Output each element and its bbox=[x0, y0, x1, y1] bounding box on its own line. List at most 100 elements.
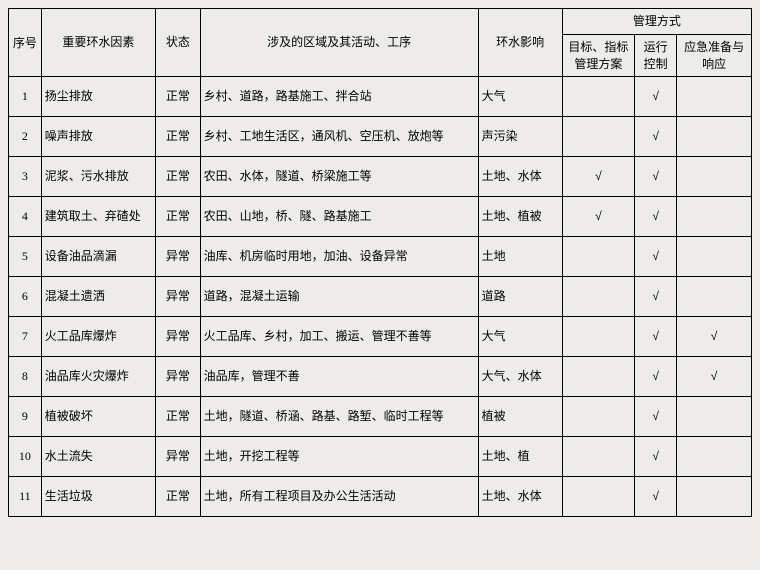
cell-impact: 土地、水体 bbox=[478, 477, 562, 517]
cell-area: 油库、机房临时用地，加油、设备异常 bbox=[200, 237, 478, 277]
header-mgmt3: 应急准备与响应 bbox=[677, 34, 752, 77]
table-row: 4建筑取土、弃碴处正常农田、山地，桥、隧、路基施工土地、植被√√ bbox=[9, 197, 752, 237]
cell-impact: 道路 bbox=[478, 277, 562, 317]
cell-area: 土地，所有工程项目及办公生活活动 bbox=[200, 477, 478, 517]
cell-seq: 2 bbox=[9, 117, 42, 157]
cell-factor: 设备油品滴漏 bbox=[41, 237, 155, 277]
table-row: 11生活垃圾正常土地，所有工程项目及办公生活活动土地、水体√ bbox=[9, 477, 752, 517]
cell-area: 乡村、工地生活区，通风机、空压机、放炮等 bbox=[200, 117, 478, 157]
cell-mgmt1 bbox=[562, 317, 634, 357]
cell-mgmt1 bbox=[562, 477, 634, 517]
cell-factor: 混凝土遗洒 bbox=[41, 277, 155, 317]
cell-mgmt1 bbox=[562, 117, 634, 157]
cell-seq: 7 bbox=[9, 317, 42, 357]
cell-mgmt3 bbox=[677, 197, 752, 237]
cell-mgmt3 bbox=[677, 277, 752, 317]
cell-seq: 4 bbox=[9, 197, 42, 237]
cell-seq: 3 bbox=[9, 157, 42, 197]
cell-factor: 泥浆、污水排放 bbox=[41, 157, 155, 197]
cell-mgmt2: √ bbox=[635, 437, 677, 477]
table-row: 6混凝土遗洒异常道路，混凝土运输道路√ bbox=[9, 277, 752, 317]
header-area: 涉及的区域及其活动、工序 bbox=[200, 9, 478, 77]
cell-state: 正常 bbox=[156, 77, 200, 117]
cell-seq: 1 bbox=[9, 77, 42, 117]
cell-seq: 11 bbox=[9, 477, 42, 517]
cell-mgmt3 bbox=[677, 77, 752, 117]
cell-factor: 植被破坏 bbox=[41, 397, 155, 437]
cell-area: 道路，混凝土运输 bbox=[200, 277, 478, 317]
cell-mgmt3: √ bbox=[677, 317, 752, 357]
table-body: 1扬尘排放正常乡村、道路，路基施工、拌合站大气√2噪声排放正常乡村、工地生活区，… bbox=[9, 77, 752, 517]
cell-mgmt2: √ bbox=[635, 477, 677, 517]
header-state: 状态 bbox=[156, 9, 200, 77]
cell-mgmt3 bbox=[677, 157, 752, 197]
header-mgmt2: 运行控制 bbox=[635, 34, 677, 77]
cell-state: 正常 bbox=[156, 117, 200, 157]
cell-mgmt3 bbox=[677, 237, 752, 277]
cell-impact: 大气 bbox=[478, 317, 562, 357]
cell-mgmt1 bbox=[562, 437, 634, 477]
header-mgmt1: 目标、指标管理方案 bbox=[562, 34, 634, 77]
env-factors-table: 序号 重要环水因素 状态 涉及的区域及其活动、工序 环水影响 管理方式 目标、指… bbox=[8, 8, 752, 517]
cell-mgmt3: √ bbox=[677, 357, 752, 397]
cell-area: 土地，开挖工程等 bbox=[200, 437, 478, 477]
cell-mgmt1: √ bbox=[562, 157, 634, 197]
cell-state: 正常 bbox=[156, 197, 200, 237]
cell-area: 土地，隧道、桥涵、路基、路堑、临时工程等 bbox=[200, 397, 478, 437]
cell-mgmt2: √ bbox=[635, 397, 677, 437]
cell-area: 乡村、道路，路基施工、拌合站 bbox=[200, 77, 478, 117]
cell-impact: 土地、植被 bbox=[478, 197, 562, 237]
cell-area: 火工品库、乡村，加工、搬运、管理不善等 bbox=[200, 317, 478, 357]
cell-impact: 大气 bbox=[478, 77, 562, 117]
cell-state: 异常 bbox=[156, 237, 200, 277]
cell-impact: 土地 bbox=[478, 237, 562, 277]
table-row: 5设备油品滴漏异常油库、机房临时用地，加油、设备异常土地 √ bbox=[9, 237, 752, 277]
cell-seq: 10 bbox=[9, 437, 42, 477]
cell-factor: 扬尘排放 bbox=[41, 77, 155, 117]
cell-seq: 5 bbox=[9, 237, 42, 277]
cell-mgmt1 bbox=[562, 77, 634, 117]
cell-state: 异常 bbox=[156, 317, 200, 357]
cell-factor: 建筑取土、弃碴处 bbox=[41, 197, 155, 237]
table-row: 2噪声排放正常乡村、工地生活区，通风机、空压机、放炮等声污染√ bbox=[9, 117, 752, 157]
cell-factor: 火工品库爆炸 bbox=[41, 317, 155, 357]
cell-mgmt1 bbox=[562, 237, 634, 277]
cell-state: 正常 bbox=[156, 397, 200, 437]
cell-mgmt2: √ bbox=[635, 77, 677, 117]
cell-mgmt1 bbox=[562, 397, 634, 437]
table-header: 序号 重要环水因素 状态 涉及的区域及其活动、工序 环水影响 管理方式 目标、指… bbox=[9, 9, 752, 77]
header-impact: 环水影响 bbox=[478, 9, 562, 77]
cell-factor: 噪声排放 bbox=[41, 117, 155, 157]
cell-state: 正常 bbox=[156, 477, 200, 517]
cell-impact: 土地、水体 bbox=[478, 157, 562, 197]
cell-mgmt3 bbox=[677, 397, 752, 437]
table-row: 3泥浆、污水排放正常农田、水体，隧道、桥梁施工等土地、水体√√ bbox=[9, 157, 752, 197]
cell-area: 农田、水体，隧道、桥梁施工等 bbox=[200, 157, 478, 197]
table-row: 7火工品库爆炸异常火工品库、乡村，加工、搬运、管理不善等大气√√ bbox=[9, 317, 752, 357]
cell-mgmt3 bbox=[677, 437, 752, 477]
header-seq: 序号 bbox=[9, 9, 42, 77]
cell-mgmt1 bbox=[562, 357, 634, 397]
cell-seq: 6 bbox=[9, 277, 42, 317]
cell-mgmt2: √ bbox=[635, 117, 677, 157]
cell-mgmt3 bbox=[677, 477, 752, 517]
cell-area: 油品库，管理不善 bbox=[200, 357, 478, 397]
header-factor: 重要环水因素 bbox=[41, 9, 155, 77]
cell-mgmt3 bbox=[677, 117, 752, 157]
cell-area: 农田、山地，桥、隧、路基施工 bbox=[200, 197, 478, 237]
cell-impact: 植被 bbox=[478, 397, 562, 437]
cell-mgmt2: √ bbox=[635, 237, 677, 277]
table-row: 10水土流失异常土地，开挖工程等土地、植√ bbox=[9, 437, 752, 477]
cell-seq: 8 bbox=[9, 357, 42, 397]
table-row: 1扬尘排放正常乡村、道路，路基施工、拌合站大气 √ bbox=[9, 77, 752, 117]
cell-state: 异常 bbox=[156, 357, 200, 397]
cell-impact: 大气、水体 bbox=[478, 357, 562, 397]
cell-impact: 土地、植 bbox=[478, 437, 562, 477]
cell-mgmt2: √ bbox=[635, 197, 677, 237]
cell-factor: 油品库火灾爆炸 bbox=[41, 357, 155, 397]
table-row: 8油品库火灾爆炸异常油品库，管理不善大气、水体√√ bbox=[9, 357, 752, 397]
cell-seq: 9 bbox=[9, 397, 42, 437]
cell-mgmt2: √ bbox=[635, 277, 677, 317]
cell-state: 异常 bbox=[156, 437, 200, 477]
header-mgmt-group: 管理方式 bbox=[562, 9, 751, 35]
